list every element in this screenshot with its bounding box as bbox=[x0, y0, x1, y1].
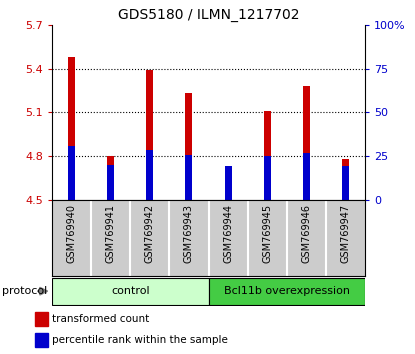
Bar bbox=[186, 155, 193, 200]
Bar bbox=[264, 111, 271, 200]
Bar bbox=[264, 156, 271, 200]
Text: protocol: protocol bbox=[2, 286, 47, 296]
Bar bbox=[146, 70, 153, 200]
Bar bbox=[68, 146, 75, 200]
Text: percentile rank within the sample: percentile rank within the sample bbox=[51, 335, 227, 345]
FancyBboxPatch shape bbox=[209, 278, 365, 305]
Text: transformed count: transformed count bbox=[51, 314, 149, 324]
Text: control: control bbox=[111, 286, 149, 296]
Bar bbox=[225, 178, 232, 200]
Text: GSM769946: GSM769946 bbox=[301, 204, 311, 263]
Bar bbox=[107, 165, 114, 200]
Text: GSM769942: GSM769942 bbox=[145, 204, 155, 263]
Text: GSM769943: GSM769943 bbox=[184, 204, 194, 263]
Text: GSM769944: GSM769944 bbox=[223, 204, 233, 263]
Bar bbox=[342, 159, 349, 200]
Bar bbox=[68, 57, 75, 200]
Bar bbox=[35, 333, 48, 347]
Text: GSM769947: GSM769947 bbox=[341, 204, 351, 263]
Bar bbox=[225, 166, 232, 200]
Title: GDS5180 / ILMN_1217702: GDS5180 / ILMN_1217702 bbox=[118, 8, 299, 22]
Bar bbox=[35, 312, 48, 326]
FancyBboxPatch shape bbox=[52, 278, 209, 305]
Text: Bcl11b overexpression: Bcl11b overexpression bbox=[224, 286, 350, 296]
Bar bbox=[186, 93, 193, 200]
Bar bbox=[303, 153, 310, 200]
Bar bbox=[146, 150, 153, 200]
Bar bbox=[107, 156, 114, 200]
Text: GSM769940: GSM769940 bbox=[66, 204, 76, 263]
Text: GSM769941: GSM769941 bbox=[106, 204, 116, 263]
Bar bbox=[303, 86, 310, 200]
Bar bbox=[342, 166, 349, 200]
Text: GSM769945: GSM769945 bbox=[262, 204, 272, 263]
